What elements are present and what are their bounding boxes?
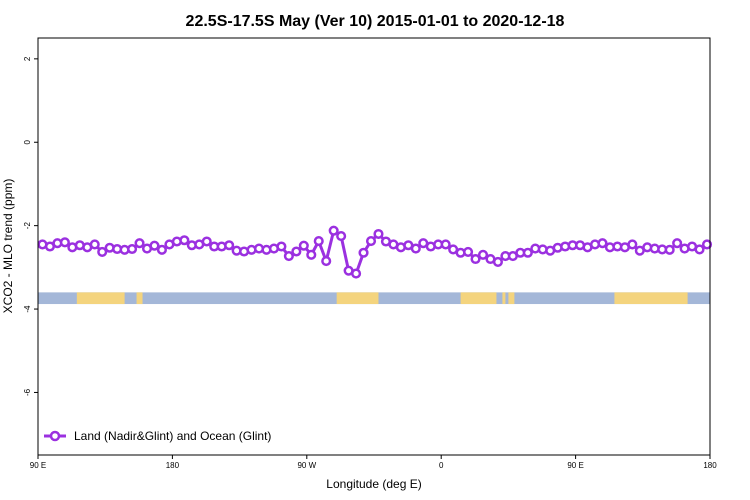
- data-point: [410, 243, 421, 254]
- data-point: [373, 228, 384, 240]
- data-point: [522, 247, 533, 258]
- x-tick-label: 180: [703, 461, 717, 470]
- data-point: [321, 256, 332, 267]
- data-point: [291, 246, 302, 257]
- x-axis-label: Longitude (deg E): [326, 477, 421, 491]
- x-tick-label: 90 E: [567, 461, 583, 470]
- y-tick-label: 0: [23, 139, 32, 144]
- data-point: [276, 241, 287, 252]
- data-point: [365, 236, 377, 247]
- data-point: [664, 244, 675, 255]
- data-point: [463, 246, 474, 257]
- y-tick-label: -4: [23, 305, 32, 313]
- data-point: [59, 237, 70, 248]
- land-segment: [460, 292, 497, 305]
- land-segment: [76, 292, 125, 305]
- y-axis: 2 0 -2 -4 -6: [23, 56, 38, 396]
- legend-label: Land (Nadir&Glint) and Ocean (Glint): [74, 429, 271, 443]
- x-tick-label: 180: [166, 461, 180, 470]
- data-point: [672, 238, 683, 249]
- y-tick-label: -6: [23, 388, 32, 396]
- land-ocean-strip: [38, 292, 710, 305]
- y-axis-label: XCO2 - MLO trend (ppm): [1, 179, 15, 314]
- land-segment: [502, 292, 506, 305]
- data-point: [179, 235, 190, 246]
- data-point: [224, 240, 235, 251]
- data-point: [134, 238, 145, 249]
- data-point: [597, 238, 608, 249]
- land-segment: [508, 292, 515, 305]
- data-point: [313, 236, 324, 247]
- data-point: [89, 239, 100, 250]
- x-tick-label: 0: [439, 461, 444, 470]
- data-point: [694, 244, 705, 255]
- legend: Land (Nadir&Glint) and Ocean (Glint): [44, 429, 271, 443]
- x-tick-label: 90 W: [297, 461, 316, 470]
- legend-marker-swatch: [49, 430, 61, 442]
- series-layer: [37, 225, 713, 279]
- data-point: [298, 240, 309, 251]
- data-point: [328, 225, 339, 236]
- data-point: [627, 239, 638, 250]
- y-tick-label: 2: [23, 56, 32, 61]
- land-segment: [336, 292, 379, 305]
- data-point: [492, 256, 503, 267]
- data-point: [440, 239, 451, 250]
- data-point: [156, 244, 167, 255]
- data-point: [358, 247, 369, 258]
- chart-title: 22.5S-17.5S May (Ver 10) 2015-01-01 to 2…: [186, 13, 565, 30]
- data-point: [351, 268, 362, 279]
- data-point: [201, 236, 212, 247]
- x-axis: 90 E 180 90 W 0 90 E 180: [30, 455, 717, 470]
- data-point: [127, 243, 138, 255]
- data-point: [336, 231, 347, 242]
- plot-frame: [37, 37, 711, 456]
- x-tick-label: 90 E: [30, 461, 46, 470]
- data-point: [701, 239, 713, 250]
- land-segment: [614, 292, 688, 305]
- data-point: [306, 249, 317, 260]
- data-point: [470, 253, 481, 265]
- data-point: [149, 240, 160, 251]
- land-segment: [136, 292, 143, 305]
- data-point: [283, 251, 294, 262]
- data-point: [97, 246, 108, 257]
- y-tick-label: -2: [23, 222, 32, 230]
- data-point: [477, 249, 489, 260]
